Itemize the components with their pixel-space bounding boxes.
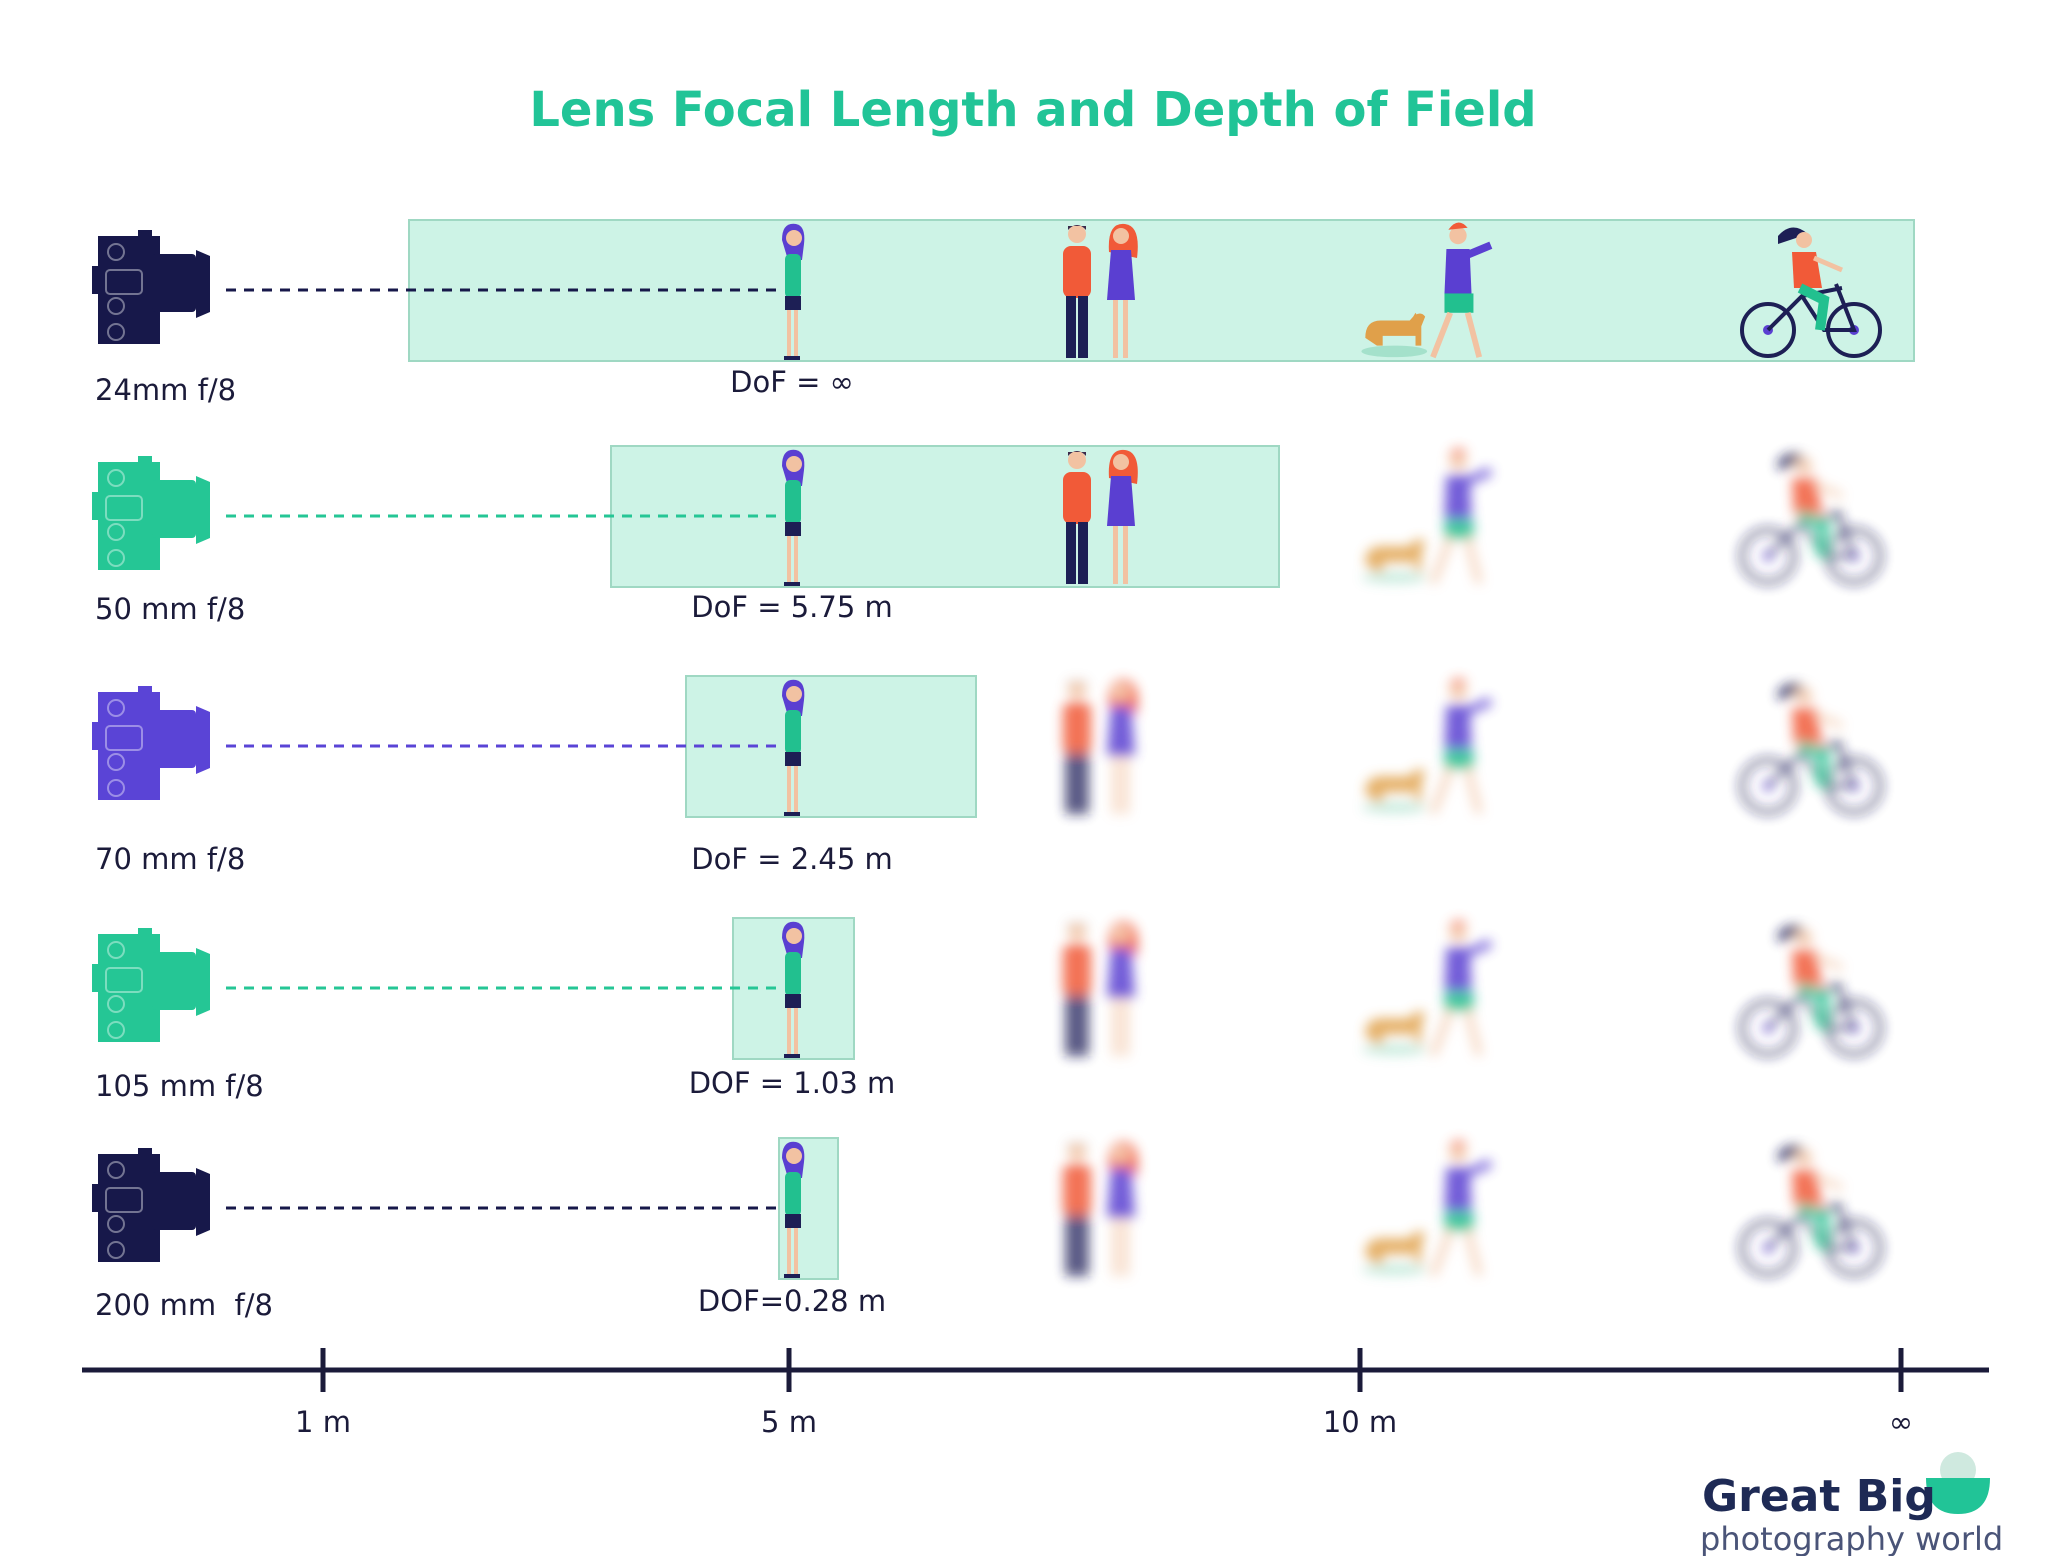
cyclist-figure (1742, 925, 1880, 1054)
dof-label: DoF = 5.75 m (691, 590, 893, 624)
walker-dog-figure (1361, 920, 1490, 1055)
axis-tick-label: ∞ (1889, 1405, 1913, 1439)
axis-ticks: 1 m 5 m 10 m ∞ (295, 1348, 1913, 1439)
walker-dog-figure (1361, 1140, 1490, 1275)
dof-label: DoF = ∞ (730, 365, 854, 399)
lens-row: 24mm f/8 DoF = ∞ (91, 219, 1915, 407)
logo-tagline: photography world (1700, 1520, 2003, 1556)
walker-dog-figure (1361, 448, 1490, 583)
camera (91, 927, 211, 1043)
walker-dog-figure (1361, 678, 1490, 813)
axis-tick-label: 5 m (761, 1405, 817, 1439)
dof-label: DOF = 1.03 m (689, 1066, 896, 1100)
logo-icon (1926, 1478, 1990, 1514)
camera (91, 685, 211, 801)
lens-label: 50 mm f/8 (95, 592, 245, 626)
dof-zone (408, 219, 1915, 362)
dof-label: DoF = 2.45 m (691, 842, 893, 876)
lens-row: 200 mm f/8 DOF=0.28 m (91, 1138, 1880, 1322)
cyclist-figure (1742, 453, 1880, 582)
lens-label: 70 mm f/8 (95, 842, 245, 876)
camera (91, 229, 211, 345)
logo: Great Big photography world (1700, 1452, 2003, 1556)
camera (91, 455, 211, 571)
title: Lens Focal Length and Depth of Field (529, 82, 1536, 138)
lens-label: 200 mm f/8 (95, 1288, 273, 1322)
cyclist-figure (1742, 683, 1880, 812)
axis-tick-label: 10 m (1323, 1405, 1397, 1439)
lens-row: 70 mm f/8 DoF = 2.45 m (91, 675, 1880, 876)
dof-label: DOF=0.28 m (698, 1284, 886, 1318)
camera (91, 1147, 211, 1263)
dof-zone (610, 445, 1280, 588)
logo-brand: Great Big (1702, 1471, 1936, 1522)
lens-label: 24mm f/8 (95, 373, 236, 407)
lens-label: 105 mm f/8 (95, 1069, 264, 1103)
lens-row: 105 mm f/8 DOF = 1.03 m (91, 918, 1880, 1103)
lens-row: 50 mm f/8 DoF = 5.75 m (91, 445, 1880, 626)
rows: 24mm f/8 DoF = ∞ 50 mm f/8 DoF = 5.75 m 70 m… (91, 219, 1915, 1322)
couple-figure (1063, 921, 1138, 1056)
axis-tick-label: 1 m (295, 1405, 351, 1439)
couple-figure (1063, 1141, 1138, 1276)
couple-figure (1063, 679, 1138, 814)
cyclist-figure (1742, 1145, 1880, 1274)
dof-zone (685, 675, 977, 818)
